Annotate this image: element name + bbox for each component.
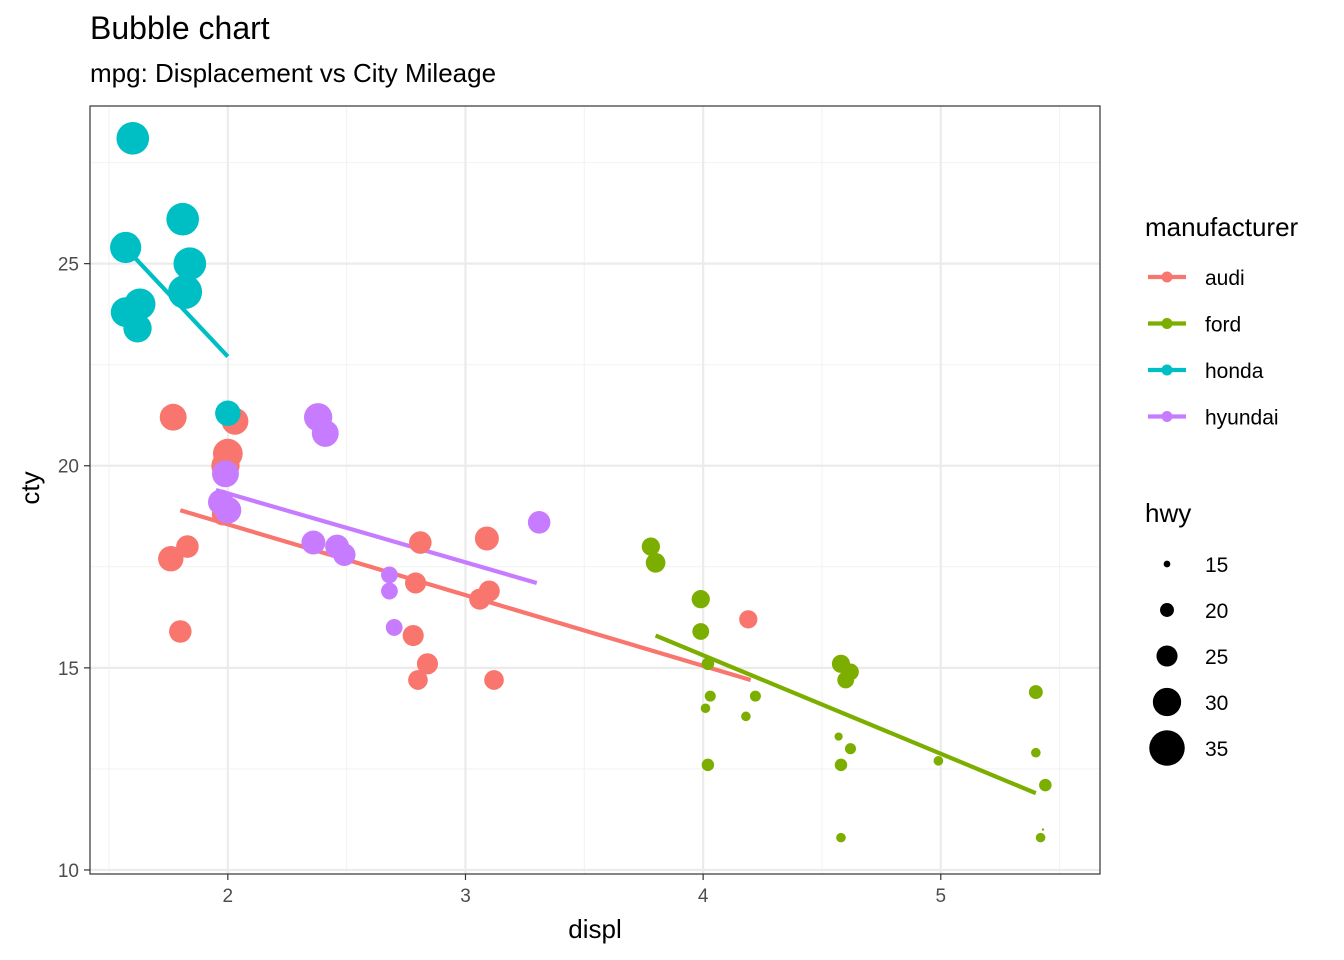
size-legend-label: 25 [1205, 646, 1228, 669]
bubble-ford [691, 590, 710, 609]
bubble-audi [469, 588, 491, 610]
x-tick-label: 4 [698, 886, 709, 907]
bubble-ford [701, 657, 715, 671]
bubble-ford [704, 690, 716, 702]
bubble-ford [741, 711, 751, 722]
data-points [110, 122, 1052, 843]
y-tick-label: 25 [58, 255, 79, 276]
color-legend: audi ford honda hyundai [1148, 267, 1279, 430]
size-legend-label: 15 [1205, 554, 1228, 577]
plot-panel-border [89, 105, 1101, 875]
legend-key-dot-hyundai [1161, 411, 1173, 422]
bubble-ford [1028, 685, 1043, 700]
bubble-ford [837, 671, 855, 689]
bubble-audi [474, 526, 499, 551]
bubble-hyundai [381, 566, 398, 584]
bubble-audi [408, 670, 428, 690]
trend-line-ford [654, 633, 1037, 796]
bubble-ford [834, 732, 843, 741]
legend-label-hyundai: hyundai [1205, 407, 1279, 430]
bubble-honda [123, 314, 152, 343]
bubble-hyundai [212, 460, 239, 488]
legend-key-dot-ford [1161, 318, 1173, 329]
size-legend-dot [1152, 687, 1182, 717]
x-tick-label: 2 [223, 886, 234, 907]
bubble-ford [700, 703, 711, 714]
bubble-honda [116, 122, 150, 155]
bubble-audi [159, 403, 187, 431]
bubble-audi [176, 535, 199, 558]
bubble-audi [484, 670, 504, 690]
size-legend-dot [1163, 560, 1171, 568]
bubble-honda [168, 274, 203, 309]
bubble-ford [701, 758, 715, 772]
bubble-ford [1041, 828, 1045, 831]
size-legend-dot [1160, 603, 1174, 617]
legend: manufacturer audi ford honda hyundai hwy 15… [1145, 212, 1299, 766]
bubble-ford [692, 623, 710, 640]
bubble-hyundai [311, 419, 339, 447]
y-tick-label: 20 [58, 457, 79, 478]
bubble-honda [166, 202, 200, 236]
bubble-hyundai [381, 582, 398, 600]
legend-label-honda: honda [1205, 360, 1264, 383]
legend-key-dot-honda [1161, 364, 1173, 376]
bubble-ford [844, 743, 856, 755]
bubble-hyundai [301, 530, 326, 555]
bubble-ford [834, 758, 848, 772]
size-legend-label: 35 [1205, 738, 1228, 761]
y-tick-label: 10 [58, 861, 79, 882]
color-legend-title: manufacturer [1145, 212, 1299, 242]
bubble-audi [739, 610, 758, 629]
bubble-honda [173, 247, 207, 280]
size-legend: 15 20 25 30 35 [1149, 554, 1228, 766]
trend-line-hyundai [215, 487, 538, 585]
bubble-audi [402, 624, 424, 647]
x-tick-label: 3 [460, 886, 471, 907]
bubble-hyundai [385, 619, 403, 636]
trend-line-audi [179, 508, 752, 682]
bubble-ford [749, 690, 761, 702]
bubble-hyundai [527, 511, 551, 534]
size-legend-title: hwy [1145, 498, 1191, 528]
x-axis-title: displ [568, 914, 621, 944]
bubble-audi [409, 531, 432, 554]
bubble-honda [110, 231, 142, 264]
bubble-hyundai [214, 496, 242, 524]
bubble-hyundai [333, 543, 356, 566]
bubble-audi [158, 545, 184, 572]
bubble-audi [416, 653, 439, 675]
axes: 2 3 4 5 10 15 20 25 [58, 255, 946, 907]
bubble-ford [836, 832, 846, 843]
y-axis-title: cty [15, 471, 45, 504]
y-tick-label: 15 [58, 659, 79, 680]
legend-key-dot-audi [1161, 271, 1173, 283]
size-legend-dot [1156, 645, 1178, 667]
bubble-ford [641, 537, 660, 556]
bubble-honda [215, 400, 241, 426]
bubble-audi [405, 572, 427, 594]
legend-label-audi: audi [1205, 267, 1245, 290]
trend-lines [131, 254, 1037, 796]
size-legend-dot [1149, 730, 1185, 766]
chart-title: Bubble chart [90, 10, 270, 46]
bubble-ford [1031, 747, 1041, 758]
size-legend-label: 30 [1205, 692, 1228, 715]
size-legend-label: 20 [1205, 600, 1228, 623]
grid-lines [90, 106, 1100, 874]
bubble-ford [645, 552, 666, 573]
bubble-ford [933, 756, 944, 766]
chart-subtitle: mpg: Displacement vs City Mileage [90, 58, 497, 88]
bubble-ford [1039, 778, 1052, 792]
bubble-audi [169, 620, 192, 643]
bubble-ford [1035, 832, 1046, 843]
legend-label-ford: ford [1205, 314, 1241, 337]
x-tick-label: 5 [935, 886, 946, 907]
